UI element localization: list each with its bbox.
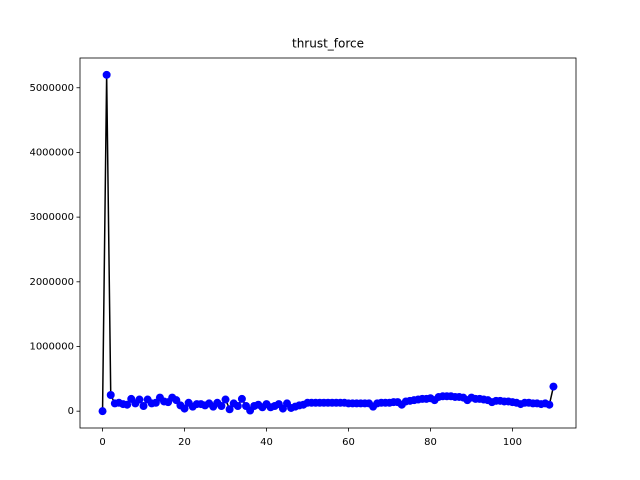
data-point (98, 407, 107, 416)
data-point (545, 400, 554, 409)
data-point (221, 395, 230, 404)
y-tick-label: 3000000 (29, 212, 74, 223)
y-tick-label: 4000000 (29, 147, 74, 158)
x-tick-label: 60 (342, 437, 355, 448)
data-point (102, 70, 111, 79)
data-point (233, 402, 242, 411)
y-tick-label: 5000000 (29, 83, 74, 94)
y-tick-label: 1000000 (29, 341, 74, 352)
data-point (217, 402, 226, 411)
y-tick-label: 2000000 (29, 277, 74, 288)
plot-frame (79, 57, 577, 429)
x-tick-label: 0 (99, 437, 105, 448)
data-point (225, 405, 234, 414)
data-point (139, 402, 148, 411)
x-tick-label: 20 (178, 437, 191, 448)
data-point (135, 395, 144, 404)
data-point (106, 391, 115, 400)
chart-title: thrust_force (292, 37, 364, 51)
data-point (180, 404, 189, 413)
x-tick-label: 100 (503, 437, 522, 448)
x-tick-label: 80 (424, 437, 437, 448)
data-point (123, 400, 132, 409)
data-point (549, 382, 558, 391)
x-tick-label: 40 (260, 437, 273, 448)
y-tick-label: 0 (68, 406, 74, 417)
data-point (237, 394, 246, 403)
